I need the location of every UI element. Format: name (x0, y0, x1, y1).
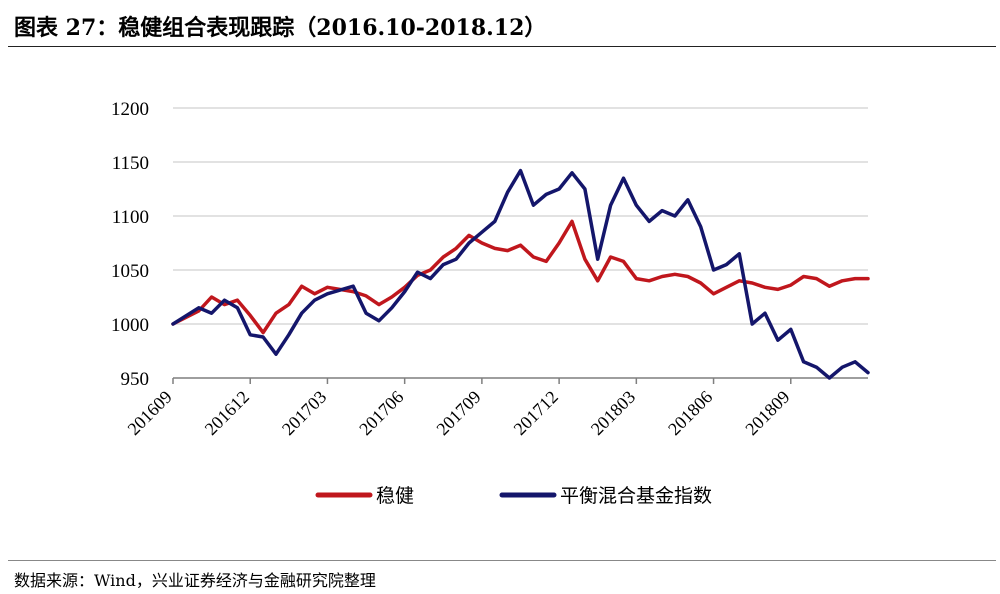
x-axis: 201609 201612 201703 201706 201709 201712 2018… (124, 377, 868, 439)
x-tick-label: 201809 (741, 387, 793, 439)
gridlines (173, 107, 868, 325)
series-line-balanced-fund-index (171, 168, 870, 380)
line-chart: 950 1000 1050 1100 1150 1200 201609 201612 2017… (111, 99, 870, 507)
x-tick-label: 201609 (124, 387, 176, 439)
y-tick-label: 1200 (111, 99, 149, 120)
y-tick-label: 1150 (112, 153, 149, 174)
y-axis: 950 1000 1050 1100 1150 1200 (111, 99, 149, 390)
source-rule (8, 560, 996, 561)
source-note: 数据来源：Wind，兴业证券经济与金融研究院整理 (14, 571, 376, 590)
x-tick-label: 201803 (587, 387, 639, 439)
series-line-steady (171, 219, 870, 335)
y-tick-label: 950 (121, 369, 150, 390)
legend-label: 平衡混合基金指数 (560, 485, 712, 507)
x-tick-label: 201706 (355, 387, 407, 439)
legend-label: 稳健 (376, 485, 414, 507)
x-tick-label: 201712 (510, 387, 562, 439)
legend: 稳健 平衡混合基金指数 (315, 485, 712, 507)
y-tick-label: 1050 (111, 261, 149, 282)
y-tick-label: 1000 (111, 315, 149, 336)
x-tick-label: 201612 (201, 387, 253, 439)
title-rule (8, 46, 996, 47)
x-tick-label: 201703 (278, 387, 330, 439)
figure-title: 图表 27：稳健组合表现跟踪（2016.10-2018.12） (14, 15, 547, 41)
y-tick-label: 1100 (112, 207, 149, 228)
x-tick-label: 201806 (664, 387, 716, 439)
series-lines (171, 168, 870, 380)
x-tick-label: 201709 (432, 387, 484, 439)
